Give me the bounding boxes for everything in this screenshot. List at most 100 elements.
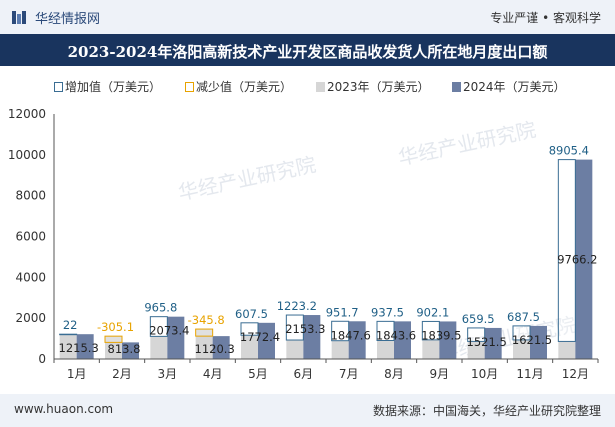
bar-2023 — [105, 336, 122, 359]
value-label-2024: 2153.3 — [285, 322, 325, 336]
change-label: 965.8 — [144, 301, 177, 315]
legend-label-increase: 增加值（万美元） — [65, 80, 162, 94]
bar-chart: 华经产业研究院 华经产业研究院 华经产业研究院 0200040006000800… — [8, 107, 599, 381]
x-tick-label: 10月 — [471, 367, 498, 381]
bar-2023 — [467, 341, 485, 359]
legend-label-2023: 2023年（万美元） — [327, 80, 430, 94]
y-tick-label: 2000 — [15, 311, 46, 325]
bar-2024 — [258, 322, 275, 359]
brand-logo-icon — [12, 11, 26, 24]
x-tick-label: 8月 — [384, 367, 404, 381]
value-label-2024: 9766.2 — [557, 252, 597, 266]
series-change — [59, 159, 576, 343]
change-label: 1223.2 — [277, 299, 317, 313]
value-label-2024: 2073.4 — [149, 324, 189, 338]
value-label-2024: 1772.4 — [240, 330, 280, 344]
legend-swatch-2023 — [316, 82, 325, 92]
legend-label-decrease: 减少值（万美元） — [196, 80, 293, 94]
x-tick-label: 7月 — [339, 367, 359, 381]
bar-2023 — [422, 339, 440, 359]
bar-increase — [285, 314, 304, 341]
bar-2024 — [348, 321, 366, 359]
bar-2023 — [150, 336, 168, 359]
x-tick-label: 1月 — [67, 367, 87, 381]
bar-increase — [376, 320, 395, 342]
bar-2023 — [513, 339, 530, 359]
website-link[interactable]: www.huaon.com — [14, 402, 114, 416]
bar-2023 — [241, 335, 258, 359]
bar-2023 — [286, 340, 304, 359]
change-label: -345.8 — [188, 313, 225, 327]
legend-swatch-2024 — [452, 82, 461, 92]
bar-increase — [467, 327, 486, 342]
y-tick-label: 8000 — [15, 189, 46, 203]
footer: www.huaon.com 数据来源：中国海关，华经产业研究院整理 — [0, 394, 615, 427]
x-tick-label: 3月 — [158, 367, 178, 381]
bar-2024 — [439, 321, 457, 359]
bar-2024 — [303, 315, 321, 359]
bar-increase — [557, 159, 576, 342]
bar-increase — [59, 333, 78, 336]
y-tick-label: 6000 — [15, 230, 46, 244]
watermark-text: 华经产业研究院 — [396, 117, 538, 170]
value-label-2024: 1839.5 — [421, 328, 461, 342]
bar-decrease — [195, 328, 214, 337]
y-tick-label: 12000 — [8, 107, 46, 121]
x-tick-label: 2月 — [112, 367, 132, 381]
bar-2024 — [167, 316, 185, 359]
bar-2024 — [212, 336, 230, 359]
change-label: 902.1 — [416, 305, 449, 319]
value-label-2024: 1521.5 — [467, 335, 507, 349]
bar-2023 — [59, 334, 77, 359]
data-source: 数据来源：中国海关，华经产业研究院整理 — [372, 404, 601, 418]
legend-swatch-increase — [54, 82, 63, 92]
bar-increase — [512, 325, 531, 341]
y-tick-label: 4000 — [15, 270, 46, 284]
value-label-2024: 1847.6 — [331, 328, 371, 342]
legend-item-decrease: 减少值（万美元） — [185, 78, 292, 95]
bar-2023 — [331, 340, 349, 359]
value-label-2024: 1843.6 — [376, 328, 416, 342]
top-bar: 华经情报网 专业严谨 • 客观科学 — [0, 0, 615, 34]
x-tick-label: 9月 — [430, 367, 450, 381]
slogan: 专业严谨 • 客观科学 — [490, 11, 601, 25]
value-label-2024: 1215.3 — [59, 341, 99, 355]
bar-increase — [331, 320, 350, 342]
change-label: 659.5 — [462, 312, 495, 326]
change-label: 8905.4 — [549, 144, 589, 158]
bar-2023 — [377, 340, 394, 359]
change-label: 687.5 — [507, 310, 540, 324]
legend-item-2023: 2023年（万美元） — [316, 78, 430, 95]
y-axis: 0 2000 4000 6000 8000 10000 12000 — [8, 107, 55, 366]
bar-2024 — [76, 334, 94, 359]
value-label-2024: 1621.5 — [512, 333, 552, 347]
bar-2024 — [575, 159, 593, 359]
bar-increase — [149, 316, 168, 337]
value-label-2024: 1120.3 — [195, 342, 235, 356]
bar-decrease — [104, 335, 123, 343]
bar-increase — [240, 322, 259, 336]
legend-item-2024: 2024年（万美元） — [452, 78, 566, 95]
title-bar: 2023-2024年洛阳高新技术产业开发区商品收发货人所在地月度出口额 — [0, 34, 615, 66]
series-2024 — [76, 159, 593, 359]
bar-increase — [421, 320, 440, 341]
y-tick-label: 0 — [38, 352, 46, 366]
x-tick-label: 12月 — [562, 367, 589, 381]
x-tick-label: 5月 — [248, 367, 268, 381]
bar-2024 — [530, 325, 547, 359]
legend-item-increase: 增加值（万美元） — [54, 78, 161, 95]
watermark-text: 华经产业研究院 — [176, 152, 318, 205]
x-tick-label: 11月 — [516, 367, 543, 381]
brand-name: 华经情报网 — [35, 12, 101, 27]
change-label: 937.5 — [371, 305, 404, 319]
y-tick-label: 10000 — [8, 148, 46, 162]
change-label: 22 — [63, 318, 78, 332]
x-tick-label: 4月 — [203, 367, 223, 381]
bar-2023 — [558, 341, 576, 359]
value-label-2024: 813.8 — [108, 342, 141, 356]
x-tick-label: 6月 — [294, 367, 314, 381]
bar-2024 — [122, 342, 139, 359]
change-label: 607.5 — [235, 307, 268, 321]
chart-title: 2023-2024年洛阳高新技术产业开发区商品收发货人所在地月度出口额 — [67, 43, 548, 61]
